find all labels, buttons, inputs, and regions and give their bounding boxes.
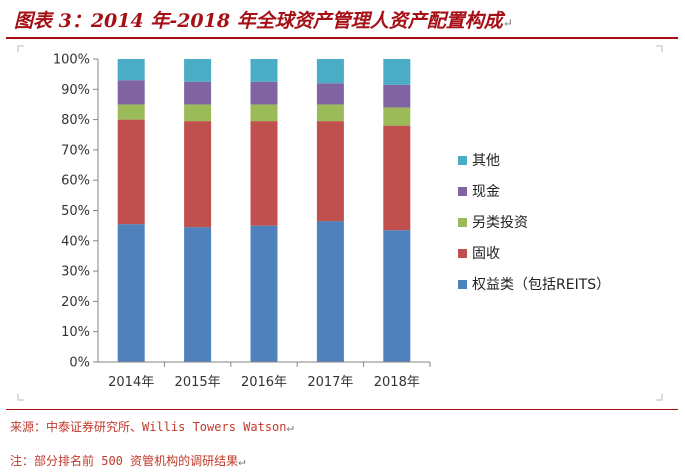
bar-segment: [316, 221, 344, 362]
y-axis: 0% 10% 20% 30% 40% 50% 60% 70% 80% 90% 100%: [53, 53, 99, 371]
source-line: 来源：中泰证券研究所、Willis Towers Watson↵: [10, 418, 294, 435]
legend-swatch: [458, 249, 467, 258]
x-tick-label: 2014年: [108, 375, 154, 390]
bar-segment: [117, 224, 145, 362]
y-tick-label: 100%: [53, 53, 90, 68]
y-tick-label: 10%: [61, 325, 90, 340]
bar-segment: [117, 119, 145, 225]
bar-segment: [316, 104, 344, 122]
bar-segment: [184, 104, 212, 122]
y-tick-label: 20%: [61, 295, 90, 310]
y-tick-label: 30%: [61, 265, 90, 280]
y-tick-label: 0%: [69, 356, 90, 371]
bar-segment: [184, 121, 212, 228]
bar-segment: [250, 225, 278, 362]
bar-segment: [117, 104, 145, 120]
y-tick-label: 60%: [61, 174, 90, 189]
frame-corner-mark: [17, 45, 24, 52]
bar-segment: [117, 80, 145, 105]
y-tick-label: 50%: [61, 204, 90, 219]
legend-label: 权益类（包括REITS）: [472, 277, 610, 293]
x-axis: 2014年 2015年 2016年 2017年 2018年: [98, 361, 431, 390]
bar-segment: [250, 104, 278, 122]
note-line: 注：部分排名前 500 资管机构的调研结果↵: [10, 452, 245, 469]
frame-corner-mark: [656, 394, 663, 401]
bar-segment: [250, 121, 278, 226]
frame-corner-mark: [656, 45, 663, 52]
legend-label: 固收: [472, 246, 500, 262]
paragraph-mark: ↵: [502, 16, 513, 30]
y-tick-label: 40%: [61, 234, 90, 249]
legend-label: 现金: [472, 184, 500, 200]
x-tick-label: 2017年: [307, 375, 353, 390]
y-tick-label: 80%: [61, 113, 90, 128]
title-text: 图表 3：2014 年-2018 年全球资产管理人资产配置构成: [14, 10, 503, 32]
bar-segment: [117, 59, 145, 81]
bar-segment: [184, 59, 212, 82]
y-tick-label: 90%: [61, 83, 90, 98]
legend-label: 另类投资: [472, 215, 528, 231]
y-tick-label: 70%: [61, 143, 90, 158]
bar-segment: [250, 81, 278, 105]
note-text: 注：部分排名前 500 资管机构的调研结果: [10, 454, 239, 468]
paragraph-mark: ↵: [238, 454, 246, 468]
paragraph-mark: ↵: [286, 420, 294, 434]
footer-rule: [6, 409, 678, 410]
bar-segment: [316, 83, 344, 105]
x-tick-label: 2018年: [374, 375, 420, 390]
bar-segment: [250, 59, 278, 82]
legend-swatch: [458, 280, 467, 289]
bar-segment: [383, 230, 411, 362]
title-rule: [6, 37, 678, 39]
chart-frame: 0% 10% 20% 30% 40% 50% 60% 70% 80% 90% 100% 2014年 2…: [12, 40, 668, 406]
bar-segment: [383, 84, 411, 108]
bar-segment: [316, 59, 344, 84]
bar-segment: [383, 59, 411, 85]
bar-segment: [383, 107, 411, 126]
frame-corner-mark: [17, 394, 24, 401]
bars: [117, 59, 411, 362]
bar-segment: [316, 121, 344, 222]
source-text: 来源：中泰证券研究所、Willis Towers Watson: [10, 420, 287, 434]
page-title: 图表 3：2014 年-2018 年全球资产管理人资产配置构成↵: [14, 6, 513, 33]
bar-segment: [184, 81, 212, 105]
bar-segment: [383, 125, 411, 231]
legend-label: 其他: [472, 153, 500, 169]
legend-swatch: [458, 187, 467, 196]
stacked-bar-chart: 0%10%20%30%40%50%60%70%80%90%100% 2014年 2…: [17, 45, 663, 401]
bar-segment: [184, 227, 212, 362]
x-tick-label: 2015年: [175, 375, 221, 390]
x-tick-label: 2016年: [241, 375, 287, 390]
legend-swatch: [458, 218, 467, 227]
legend-swatch: [458, 156, 467, 165]
